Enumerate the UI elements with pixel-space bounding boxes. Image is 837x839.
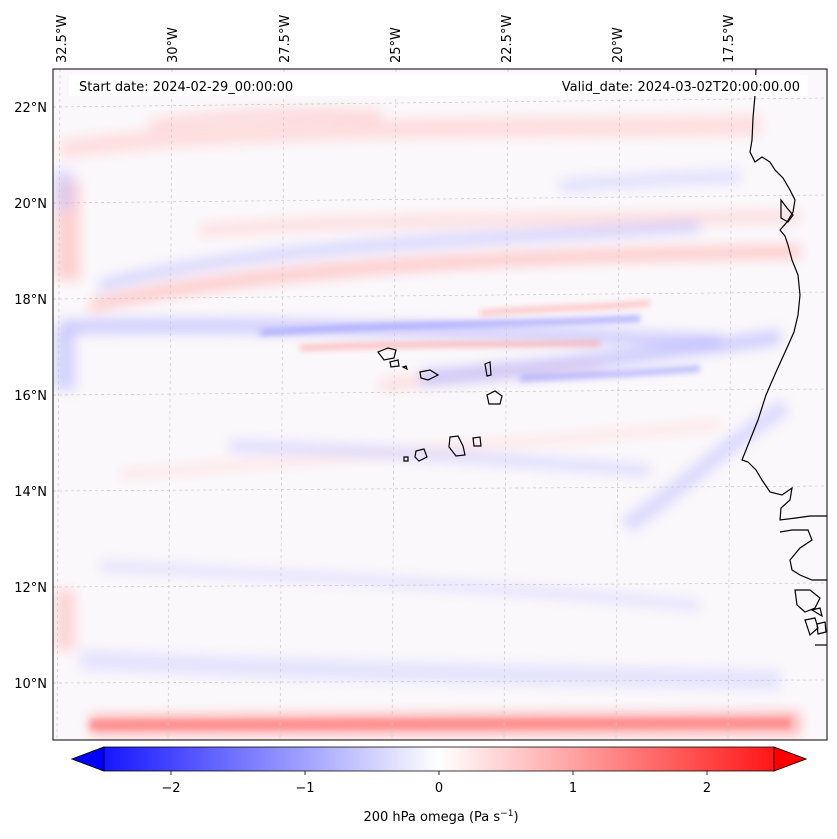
cape-verde-islands [377,347,503,462]
colorbar-max-extend [773,746,808,772]
lat-label: 12°N [14,581,47,596]
longitude-labels: 32.5°W 30°W 27.5°W 25°W 22.5°W 20°W 17.5… [55,15,737,63]
latitude-labels: 22°N 20°N 18°N 16°N 14°N 12°N 10°N [14,101,47,692]
lon-label: 20°W [611,27,626,63]
lat-label: 14°N [14,485,47,500]
lon-label: 30°W [166,27,181,63]
colorbar-tick: −2 [161,781,180,796]
valid-date-box [317,75,808,96]
colorbar-body [70,746,808,772]
lat-label: 10°N [14,677,47,692]
colorbar-tick: −1 [295,781,314,796]
start-date-text: Start date: 2024-02-29_00:00:00 [79,80,293,95]
lon-label: 32.5°W [55,15,70,63]
colorbar: −2 −1 0 1 2 200 hPa omega (Pa s−1) [70,746,808,825]
start-date-box [69,75,317,96]
colorbar-label-exponent: −1 [500,809,513,819]
colorbar-label-close: ) [513,810,518,825]
lat-label: 16°N [14,389,47,404]
colorbar-label-text: 200 hPa omega (Pa s [363,810,500,825]
colorbar-tick: 1 [569,781,577,796]
lat-label: 20°N [14,197,47,212]
map-frame [52,68,828,741]
coastline [741,69,827,646]
omega-field: Start date: 2024-02-29_00:00:00 Valid_da… [53,69,827,740]
colorbar-tick: 2 [703,781,711,796]
lon-label: 17.5°W [722,15,737,63]
lon-label: 25°W [389,27,404,63]
lon-label: 27.5°W [278,15,293,63]
colorbar-tick: 0 [435,781,443,796]
lat-label: 18°N [14,293,47,308]
colorbar-min-extend [70,746,105,772]
lon-label: 22.5°W [500,15,515,63]
valid-date-text: Valid_date: 2024-03-02T20:00:00.00 [562,80,800,95]
lat-label: 22°N [14,101,47,116]
gridlines [53,69,827,740]
colorbar-label: 200 hPa omega (Pa s−1) [363,809,518,825]
